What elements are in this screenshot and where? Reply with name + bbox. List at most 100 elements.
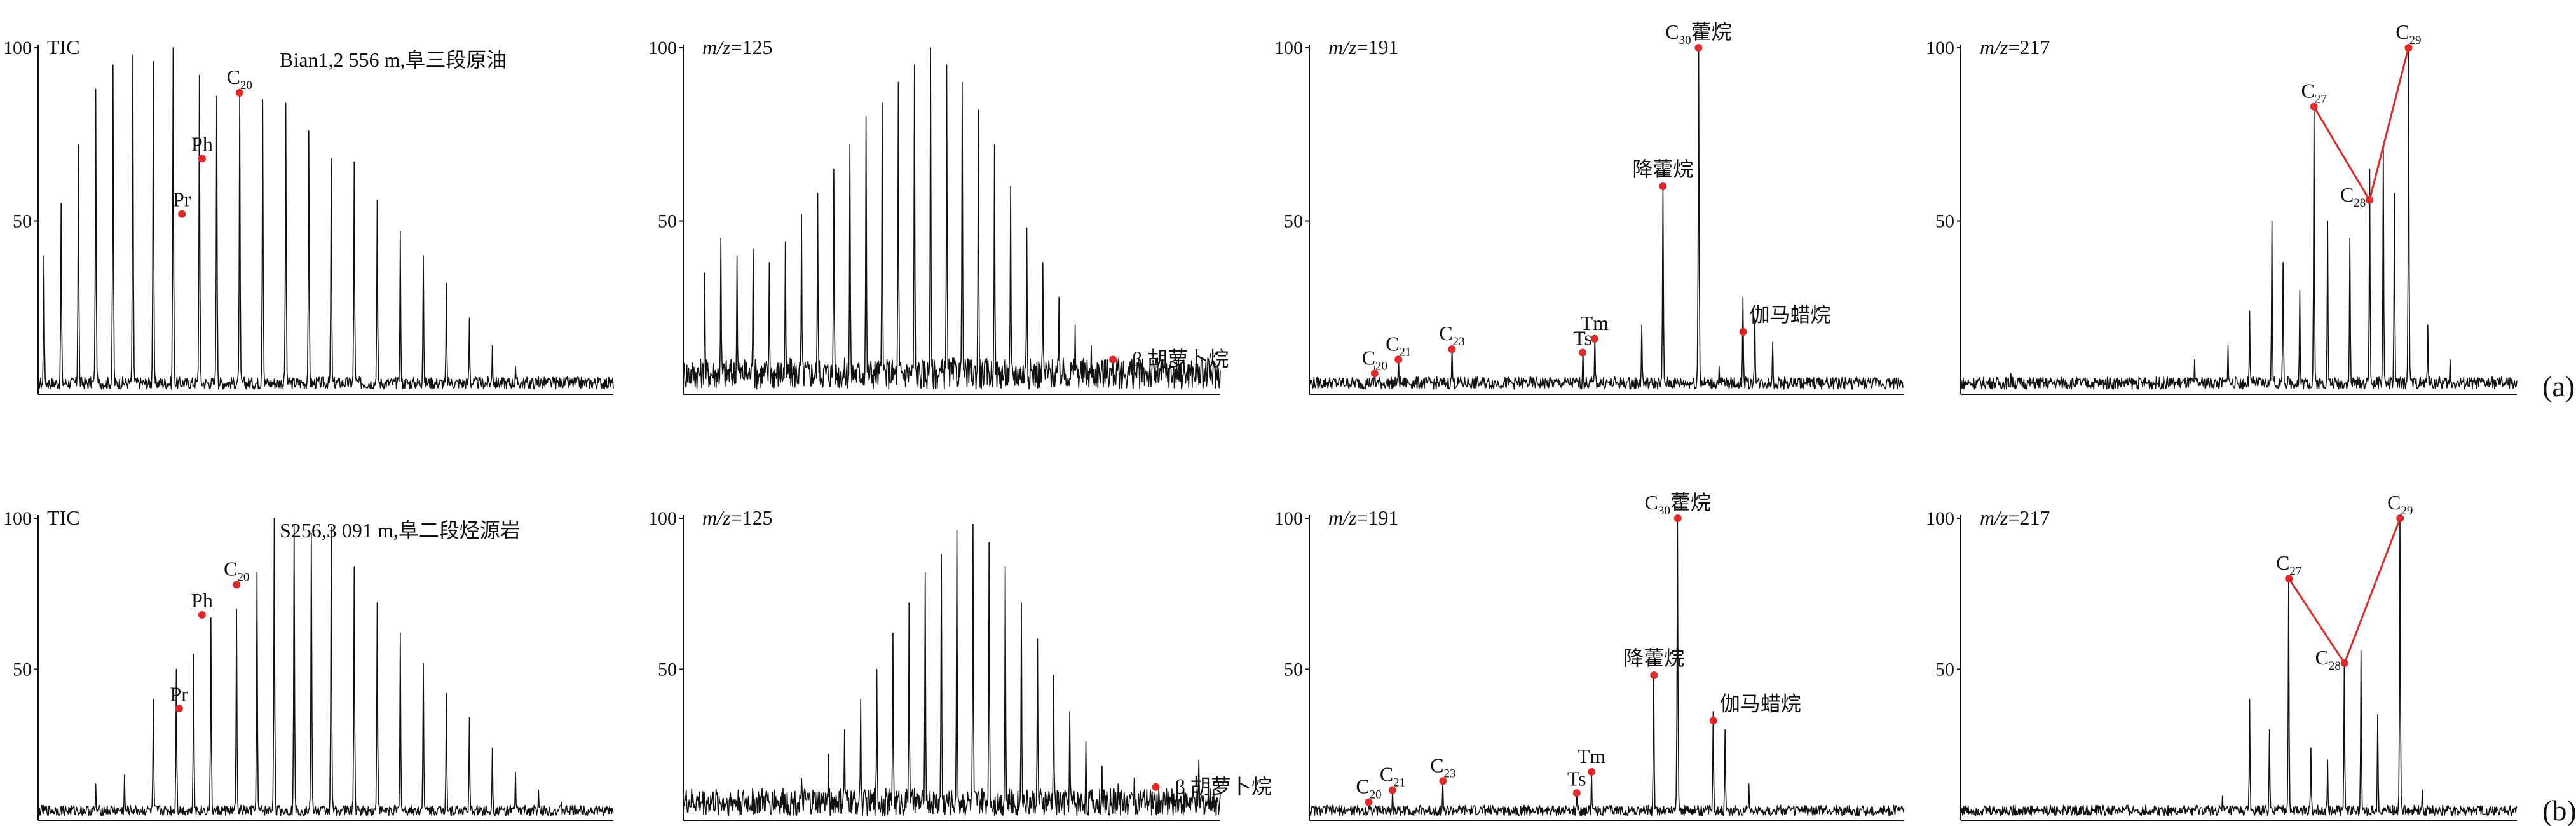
ion-label-rest: =191 [1356,506,1398,529]
peak-2-label: C28 [2340,183,2366,210]
peak-5-label: Tm [1578,745,1606,767]
chromatogram-trace [1960,47,2518,390]
y-tick-label: 100 [1926,508,1954,529]
y-tick-label: 100 [1274,508,1303,529]
peak-marker [1365,798,1373,806]
peak-marker [1388,786,1396,794]
chromatogram-trace [683,47,1221,390]
peak-2-label-sub: 21 [1393,776,1405,790]
peak-marker [1673,514,1682,522]
peak-2-label-main: C [1386,333,1399,355]
peak-marker [1109,355,1117,364]
chromatogram-trace [37,47,614,390]
peak-2-label: Ph [191,589,213,612]
peak-4-label: Ts [1567,767,1586,790]
peak-8-label: 伽马蜡烷 [1720,692,1801,715]
peak-2-label-main: Ph [191,589,213,612]
ion-label-rest: =217 [2008,36,2050,59]
peak-3-label-main: C [227,65,240,88]
peak-3-label: C29 [2387,491,2413,518]
ion-label: m/z=191 [1328,506,1399,529]
y-tick-label: 50 [658,211,677,232]
peak-marker [1739,327,1747,336]
peak-2-label: C21 [1380,763,1405,790]
peak-marker [1650,671,1658,679]
panel-b-2: 100 50 m/z=125 β 胡萝卜烷 [648,506,1272,821]
peak-2-label-sub: 28 [2354,196,2366,210]
peak-1-label-main: C [1356,775,1369,798]
peak-3-label-main: C [2395,20,2409,43]
y-tick-label: 100 [648,38,677,59]
peak-1-label: C20 [1362,346,1387,373]
peak-3-label: C23 [1430,754,1455,780]
peak-marker [198,155,206,163]
peak-1-label: β 胡萝卜烷 [1175,775,1272,798]
peak-8-label: 伽马蜡烷 [1750,303,1831,326]
peak-3-label: C23 [1439,322,1464,348]
y-tick-label: 100 [1926,38,1954,59]
peak-4-label-main: Ts [1573,327,1592,350]
peak-3-label-sub: 23 [1444,767,1456,780]
ion-label-rest: =125 [730,506,772,529]
ion-label: TIC [47,36,80,59]
ion-label: m/z=191 [1328,36,1399,59]
peak-3-label-sub: 20 [237,571,249,584]
peak-7-label-sub: 30 [1679,34,1691,47]
peak-marker [2310,102,2318,111]
peak-marker [175,705,183,713]
peak-1-label-sub: 27 [2289,565,2301,578]
peak-1-label: C27 [2301,79,2326,106]
ion-label-rest: =217 [2008,506,2050,529]
peak-5-label-main: Tm [1581,312,1609,334]
peak-1-label-main: β 胡萝卜烷 [1175,775,1272,798]
y-tick-label: 100 [3,508,32,529]
peak-marker [2285,575,2293,582]
peak-marker [1394,355,1403,364]
peak-1-label-sub: 20 [1375,359,1387,373]
peak-7-label: C30藿烷 [1665,20,1731,47]
peak-8-label-main: 伽马蜡烷 [1720,692,1801,715]
y-tick-label: 50 [13,659,32,680]
peak-1-label-main: Pr [170,682,188,705]
peak-3-label-main: C [2387,491,2401,514]
peak-3-label-main: C [1430,754,1443,776]
ion-label-rest: =191 [1356,36,1398,59]
sterane-connector-line [2288,518,2401,666]
ion-label-rest: =125 [730,36,772,59]
peak-3-label-main: C [224,558,237,581]
ion-label: m/z=125 [702,506,773,529]
panel-b-1: 100 50 TIC S256,3 091 m,阜二段烃源岩 Pr Ph C20 [3,506,614,821]
peak-7-label-tail: 藿烷 [1691,20,1732,43]
chromatogram-trace [1309,47,1904,390]
peak-2-label-main: C [2315,646,2329,669]
peak-6-label: 降藿烷 [1623,647,1684,670]
peak-7-label-tail: 藿烷 [1670,491,1711,514]
chromatogram-trace [37,518,614,816]
ion-label-italic: m/z [702,36,731,59]
peak-2-label-sub: 21 [1399,346,1411,359]
peak-2-label-sub: 28 [2329,659,2341,673]
peak-1-label: β 胡萝卜烷 [1132,348,1229,371]
peak-marker [1152,783,1160,791]
ion-label: m/z=125 [702,36,773,59]
ion-label-italic: m/z [1980,36,2008,59]
peak-3-label-sub: 20 [240,79,252,92]
peak-7-label: C30藿烷 [1645,491,1711,518]
peak-1-label: C27 [2276,551,2301,578]
peak-marker [2340,659,2348,667]
panel-a-1: 100 50 TIC Bian1,2 556 m,阜三段原油 Pr Ph C20 [3,36,614,395]
sterane-connector-line [2313,47,2409,203]
peak-marker [1572,789,1581,797]
panel-letter: (b) [2542,794,2576,826]
y-tick-label: 100 [3,38,32,59]
peak-2-label: C28 [2315,646,2341,673]
peak-marker [178,210,186,218]
chromatogram-trace [1309,518,1904,816]
peak-6-label: 降藿烷 [1632,158,1693,181]
peak-2-label-main: C [1380,763,1393,786]
peak-3-label-main: C [1439,322,1452,345]
peak-7-label-sub: 30 [1658,504,1670,518]
peak-3-label: C20 [224,558,249,584]
ion-label-italic: m/z [702,506,731,529]
